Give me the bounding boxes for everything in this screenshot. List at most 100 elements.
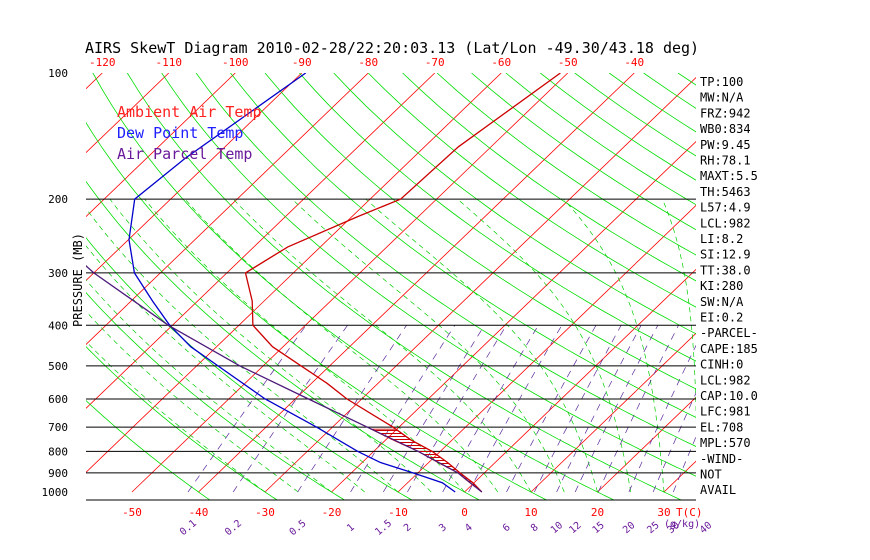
dry-adiabat-line [402, 73, 696, 282]
pressure-tick-label: 400 [48, 319, 68, 332]
index-entry: EI:0.2 [700, 311, 743, 325]
isobars [86, 198, 696, 501]
chart-title: AIRS SkewT Diagram 2010-02-28/22:20:03.1… [85, 39, 699, 57]
pressure-tick-label: 800 [48, 445, 68, 458]
index-entry: MW:N/A [700, 91, 744, 105]
mixing-ratio-tick-label: 8 [529, 522, 541, 534]
pressure-tick-label: 200 [48, 193, 68, 206]
mixing-ratio-line [187, 325, 307, 493]
moist-adiabat-line [457, 198, 632, 493]
index-entry: CAPE:185 [700, 342, 758, 356]
isotherm-line [86, 73, 303, 282]
pressure-axis: 100 200 300 400 500 600 700 800 900 1000 [42, 67, 69, 499]
index-entry: FRZ:942 [700, 106, 751, 120]
index-entry: TH:5463 [700, 185, 751, 199]
dry-adiabat-line [505, 73, 696, 206]
mixing-ratio-tick-label: 20 [621, 520, 637, 536]
index-entry: LI:8.2 [700, 232, 743, 246]
mixing-ratio-line [350, 325, 456, 493]
dry-adiabat-line [86, 292, 346, 500]
isotherm-line [797, 73, 870, 492]
bottom-temp-tick-label: 30 [657, 506, 670, 519]
top-temp-tick-label: -120 [89, 56, 116, 69]
isotherm-line [864, 73, 870, 492]
index-entry: MPL:570 [700, 436, 751, 450]
bottom-temp-tick-label: -10 [388, 506, 408, 519]
index-entry: TT:38.0 [700, 263, 751, 277]
bottom-temp-tick-label: -40 [189, 506, 209, 519]
dry-adiabat-line [367, 73, 696, 308]
pressure-tick-label: 1000 [42, 486, 69, 499]
dry-adiabat-line [471, 73, 696, 231]
index-entry: WB0:834 [700, 122, 751, 136]
isotherm-line [131, 73, 569, 493]
dry-adiabat-line [86, 346, 278, 500]
index-entry: KI:280 [700, 279, 743, 293]
index-entry: CAP:10.0 [700, 389, 758, 403]
bottom-temp-tick-label: -30 [255, 506, 275, 519]
pressure-tick-label: 500 [48, 360, 68, 373]
mixing-ratio-line [232, 325, 348, 493]
moist-adiabat-line [86, 279, 332, 493]
isotherm-line [264, 77, 696, 493]
mixing-ratio-tick-label: 0.2 [223, 518, 244, 538]
bottom-temp-tick-label: 10 [524, 506, 537, 519]
isotherm-line [86, 73, 170, 154]
index-entry: RH:78.1 [700, 154, 751, 168]
air-parcel-temp-line [86, 264, 483, 493]
dry-adiabat-line [333, 73, 696, 335]
dry-adiabat-line [195, 73, 696, 447]
legend: Ambient Air Temp Dew Point Temp Air Parc… [117, 103, 262, 163]
moist-adiabat-line [86, 207, 399, 493]
isotherm-line [597, 396, 696, 493]
mixing-ratio-tick-label: 12 [567, 520, 583, 536]
mixing-ratio-tick-label: 10 [549, 520, 565, 536]
pressure-tick-label: 300 [48, 267, 68, 280]
dry-adiabat-line [781, 73, 870, 501]
mixing-ratio-axis: 0.1 0.2 0.5 1 1.5 2 3 4 6 8 10 12 15 20 25 30 40(g/kg) [178, 518, 714, 538]
top-temperature-axis: -120 -110 -100 -90 -80 -70 -60 -50 -40 [89, 56, 644, 69]
profile-series [86, 73, 561, 493]
pressure-tick-label: 600 [48, 393, 68, 406]
mixing-ratio-tick-label: 6 [501, 522, 513, 534]
dry-adiabat-line [86, 399, 211, 500]
moist-adiabat-line [662, 198, 696, 423]
top-temp-tick-label: -60 [491, 56, 511, 69]
moist-adiabat-line [86, 310, 299, 493]
index-entry: SW:N/A [700, 295, 744, 309]
dew-point-temp-line [128, 73, 456, 493]
index-entry: PW:9.45 [700, 138, 751, 152]
mixing-ratio-tick-label: 25 [645, 520, 661, 536]
moist-adiabat-line [291, 198, 565, 493]
index-entry: AVAIL [700, 483, 736, 497]
bottom-temp-tick-label: 20 [591, 506, 604, 519]
top-temp-tick-label: -40 [624, 56, 644, 69]
cape-hatched-area [370, 428, 478, 488]
mixing-ratio-tick-label: 3 [437, 522, 449, 534]
isotherm-line [86, 73, 369, 345]
mixing-ratio-tick-label: 0.1 [178, 518, 199, 538]
top-temp-tick-label: -80 [358, 56, 378, 69]
dry-adiabat-line [230, 73, 696, 418]
index-entry: -WIND- [700, 452, 743, 466]
mixing-ratio-tick-label: 4 [463, 522, 475, 534]
top-temp-tick-label: -70 [425, 56, 445, 69]
isotherm-line [731, 73, 870, 492]
index-entry: LFC:981 [700, 405, 751, 419]
dry-adiabat-line [86, 180, 481, 500]
legend-ambient-air-temp: Ambient Air Temp [117, 103, 262, 121]
isotherm-line [86, 73, 436, 409]
mixing-ratio-line [628, 344, 696, 493]
bottom-temp-tick-label: -20 [322, 506, 342, 519]
index-entry: MAXT:5.5 [700, 169, 758, 183]
moist-adiabat-line [233, 198, 532, 493]
index-entry: LCL:982 [700, 373, 751, 387]
mixing-ratio-unit-label: (g/kg) [664, 519, 700, 530]
isotherm-line [663, 460, 696, 493]
ambient-air-temp-line [244, 73, 561, 493]
y-axis-label: PRESSURE (MB) [71, 233, 85, 327]
dry-adiabat-line [436, 73, 696, 256]
isotherm-line [198, 73, 635, 493]
mixing-ratio-tick-label: 2 [402, 522, 414, 534]
